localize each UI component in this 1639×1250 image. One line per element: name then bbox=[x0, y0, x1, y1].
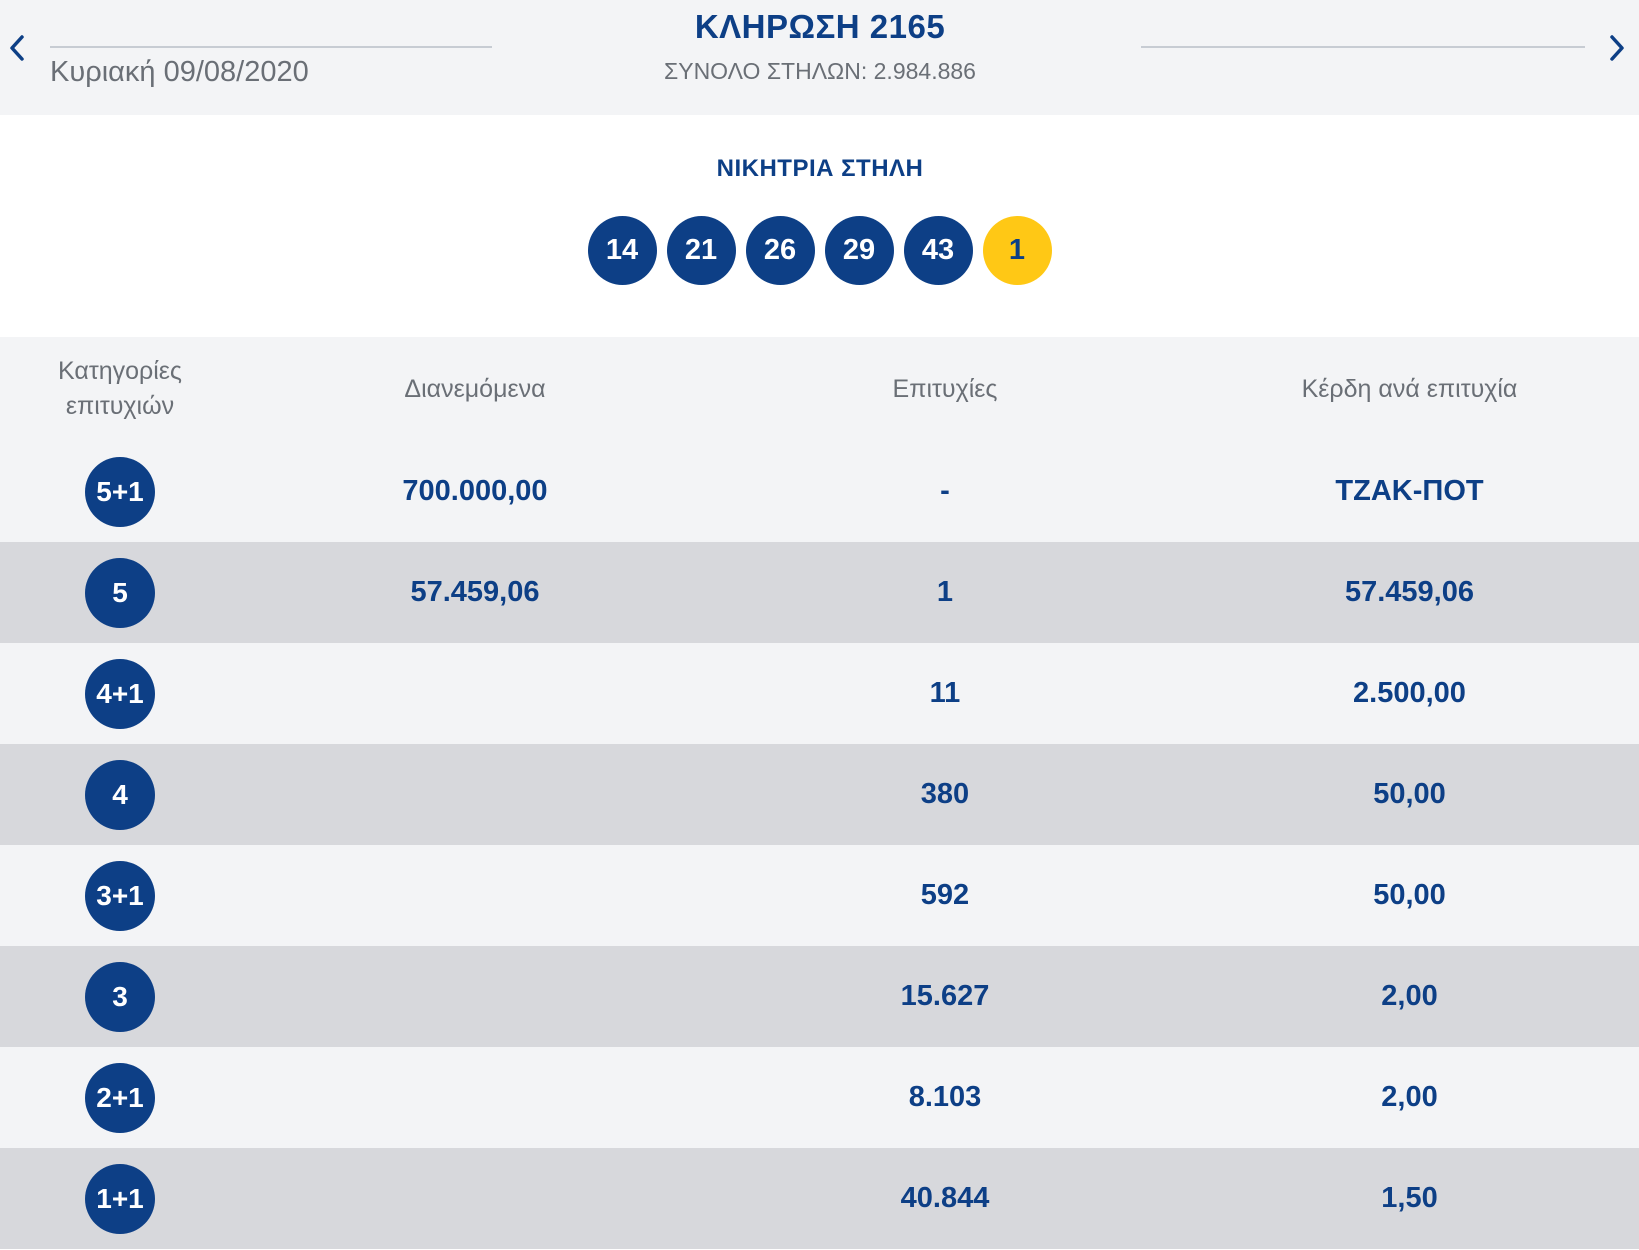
winning-number-ball: 26 bbox=[745, 216, 815, 285]
prize-value: 2,00 bbox=[1381, 1081, 1438, 1113]
bonus-number-ball: 1 bbox=[982, 216, 1052, 285]
winners-value: 15.627 bbox=[900, 980, 990, 1012]
prize-value: 1,50 bbox=[1381, 1182, 1438, 1214]
winning-number-ball: 14 bbox=[587, 216, 657, 285]
draw-date: Κυριακή 09/08/2020 bbox=[50, 56, 309, 88]
distributed-value: 57.459,06 bbox=[410, 576, 540, 608]
prize-value: 50,00 bbox=[1373, 879, 1446, 911]
next-draw-button[interactable] bbox=[1602, 28, 1632, 68]
previous-draw-button[interactable] bbox=[2, 28, 32, 68]
winners-value: - bbox=[940, 475, 950, 507]
distributed-value bbox=[240, 1148, 710, 1249]
winners-value: 592 bbox=[920, 879, 970, 911]
table-row: 3+1 592 50,00 bbox=[0, 845, 1639, 946]
table-row: 1+1 40.844 1,50 bbox=[0, 1148, 1639, 1249]
category-badge: 5+1 bbox=[85, 456, 155, 527]
header-divider-left bbox=[50, 46, 492, 48]
distributed-value bbox=[240, 845, 710, 946]
winners-value: 380 bbox=[920, 778, 970, 810]
category-badge: 3 bbox=[85, 961, 155, 1032]
category-badge: 4 bbox=[85, 759, 155, 830]
winners-value: 1 bbox=[936, 576, 954, 608]
winning-column-section: ΝΙΚΗΤΡΙΑ ΣΤΗΛΗ 14 21 26 29 43 1 bbox=[0, 115, 1639, 337]
category-badge: 3+1 bbox=[85, 860, 155, 931]
draw-title: ΚΛΗΡΩΣΗ 2165 bbox=[694, 8, 946, 45]
header-prize-per-winner: Κέρδη ανά επιτυχία bbox=[1301, 374, 1518, 403]
category-badge: 4+1 bbox=[85, 658, 155, 729]
draw-header: Κυριακή 09/08/2020 ΚΛΗΡΩΣΗ 2165 ΣΥΝΟΛΟ Σ… bbox=[0, 0, 1639, 115]
prize-value: 50,00 bbox=[1373, 778, 1446, 810]
table-row: 4+1 11 2.500,00 bbox=[0, 643, 1639, 744]
category-badge: 1+1 bbox=[85, 1163, 155, 1234]
category-badge: 5 bbox=[85, 557, 155, 628]
winning-number-ball: 21 bbox=[666, 216, 736, 285]
prize-value: 2.500,00 bbox=[1353, 677, 1466, 709]
winning-column-title: ΝΙΚΗΤΡΙΑ ΣΤΗΛΗ bbox=[716, 155, 924, 182]
table-row: 5+1 700.000,00 - ΤΖΑΚ-ΠΟΤ bbox=[0, 441, 1639, 542]
prize-value: 57.459,06 bbox=[1344, 576, 1474, 608]
table-row: 2+1 8.103 2,00 bbox=[0, 1047, 1639, 1148]
header-categories: Κατηγορίες επιτυχιών bbox=[58, 357, 182, 420]
table-row: 3 15.627 2,00 bbox=[0, 946, 1639, 1047]
category-badge: 2+1 bbox=[85, 1062, 155, 1133]
distributed-value bbox=[240, 744, 710, 845]
winners-value: 11 bbox=[929, 677, 961, 709]
winning-numbers: 14 21 26 29 43 1 bbox=[0, 216, 1639, 285]
winners-value: 8.103 bbox=[908, 1081, 982, 1113]
chevron-right-icon bbox=[1610, 35, 1624, 61]
winning-number-ball: 43 bbox=[903, 216, 973, 285]
distributed-value bbox=[240, 1047, 710, 1148]
distributed-value bbox=[240, 643, 710, 744]
table-row: 4 380 50,00 bbox=[0, 744, 1639, 845]
prize-value: 2,00 bbox=[1381, 980, 1438, 1012]
winning-number-ball: 29 bbox=[824, 216, 894, 285]
distributed-value bbox=[240, 946, 710, 1047]
prize-value: ΤΖΑΚ-ΠΟΤ bbox=[1335, 475, 1484, 507]
distributed-value: 700.000,00 bbox=[402, 475, 548, 507]
chevron-left-icon bbox=[10, 35, 24, 61]
total-columns: ΣΥΝΟΛΟ ΣΤΗΛΩΝ: 2.984.886 bbox=[664, 58, 976, 84]
header-distributed: Διανεμόμενα bbox=[404, 374, 546, 403]
winners-value: 40.844 bbox=[900, 1182, 990, 1214]
table-row: 5 57.459,06 1 57.459,06 bbox=[0, 542, 1639, 643]
header-winners: Επιτυχίες bbox=[892, 374, 998, 403]
header-divider-right bbox=[1141, 46, 1585, 48]
results-table-header: Κατηγορίες επιτυχιών Διανεμόμενα Επιτυχί… bbox=[0, 337, 1639, 441]
